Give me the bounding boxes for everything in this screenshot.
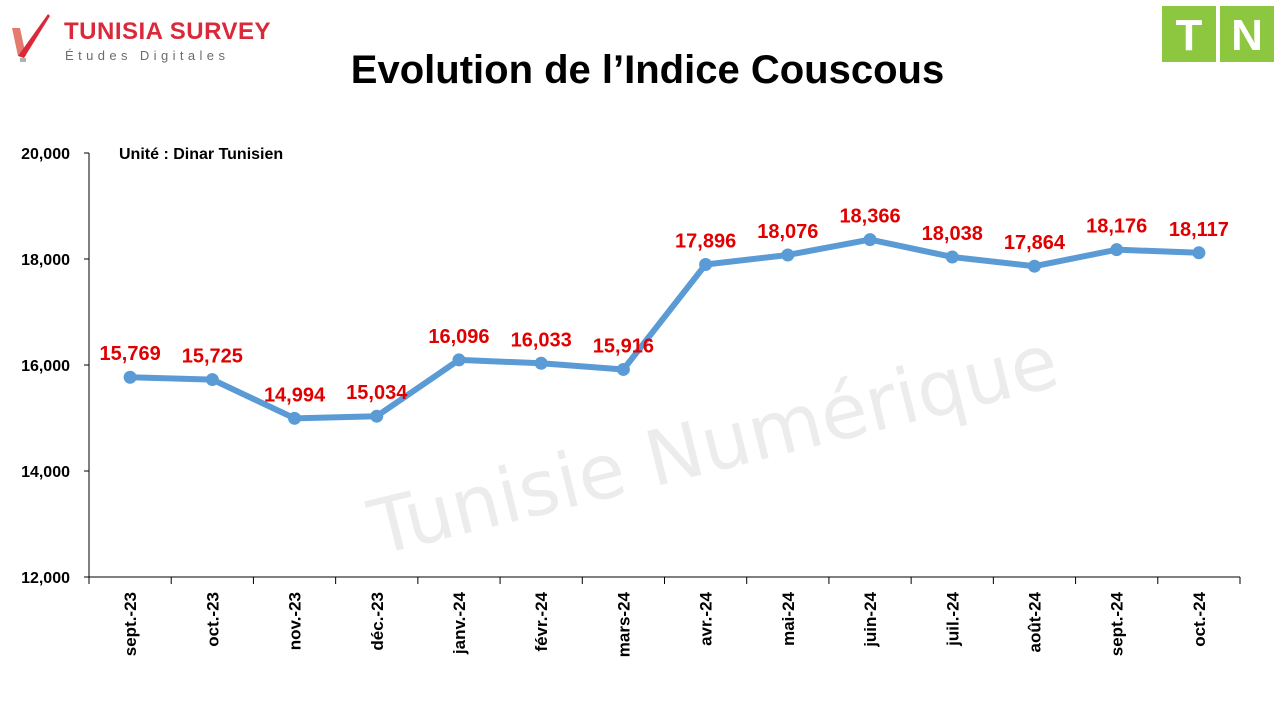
data-point	[781, 248, 795, 262]
data-label: 14,994	[264, 384, 326, 406]
tn-logo: T N	[1162, 6, 1274, 62]
data-point	[534, 356, 548, 370]
data-label: 15,725	[182, 346, 243, 368]
chart-title: Evolution de l’Indice Couscous	[350, 48, 945, 92]
tunisia-survey-logo: TUNISIA SURVEY Études Digitales	[6, 8, 276, 64]
x-tick-label: août-24	[1025, 591, 1044, 652]
data-point	[945, 250, 959, 264]
x-tick-label: nov.-23	[286, 592, 305, 650]
brand-tagline: Études Digitales	[65, 48, 230, 63]
x-tick-label: mars-24	[614, 591, 633, 657]
x-tick-label: janv.-24	[450, 591, 469, 655]
x-tick-label: mai-24	[779, 591, 798, 645]
data-point	[1027, 259, 1041, 273]
x-tick-label: sept.-24	[1108, 591, 1127, 656]
x-tick-label: oct.-23	[203, 592, 222, 647]
y-tick-label: 14,000	[21, 464, 70, 481]
data-point	[616, 362, 630, 376]
tn-logo-letter-t: T	[1176, 11, 1203, 60]
x-tick-label: oct.-24	[1190, 591, 1209, 646]
data-label: 16,096	[428, 326, 489, 348]
data-label: 18,038	[922, 223, 983, 245]
unit-note: Unité : Dinar Tunisien	[119, 146, 284, 163]
checkmark-logo-icon	[12, 14, 50, 62]
x-tick-label: juil.-24	[943, 591, 962, 646]
watermark: Tunisie Numérique	[360, 316, 1067, 573]
data-label: 18,117	[1169, 219, 1229, 241]
data-point	[1192, 246, 1206, 260]
y-tick-label: 16,000	[21, 358, 70, 375]
x-tick-label: sept.-23	[121, 592, 140, 656]
data-point	[205, 373, 219, 387]
data-label: 15,034	[346, 382, 408, 404]
data-label: 17,896	[675, 231, 736, 253]
data-point	[288, 411, 302, 425]
data-label: 15,916	[593, 335, 654, 357]
series-line	[127, 236, 1202, 422]
data-label: 18,366	[839, 206, 900, 228]
data-point	[123, 370, 137, 384]
x-tick-label: févr.-24	[532, 591, 551, 651]
data-point	[370, 409, 384, 423]
y-tick-label: 18,000	[21, 252, 70, 269]
x-tick-label: avr.-24	[697, 591, 716, 645]
brand-name: TUNISIA SURVEY	[64, 18, 272, 45]
data-point	[699, 258, 713, 272]
data-point	[863, 233, 877, 247]
y-tick-label: 20,000	[21, 146, 70, 163]
data-point	[452, 353, 466, 367]
x-tick-label: juin-24	[861, 591, 880, 647]
data-label: 18,176	[1086, 216, 1147, 238]
data-label: 17,864	[1004, 232, 1066, 254]
data-label: 18,076	[757, 221, 818, 243]
x-tick-label: déc.-23	[368, 592, 387, 651]
y-tick-label: 12,000	[21, 570, 70, 587]
data-point	[1110, 243, 1124, 257]
data-label: 16,033	[511, 329, 572, 351]
data-label: 15,769	[100, 343, 161, 365]
tn-logo-letter-n: N	[1231, 11, 1263, 60]
